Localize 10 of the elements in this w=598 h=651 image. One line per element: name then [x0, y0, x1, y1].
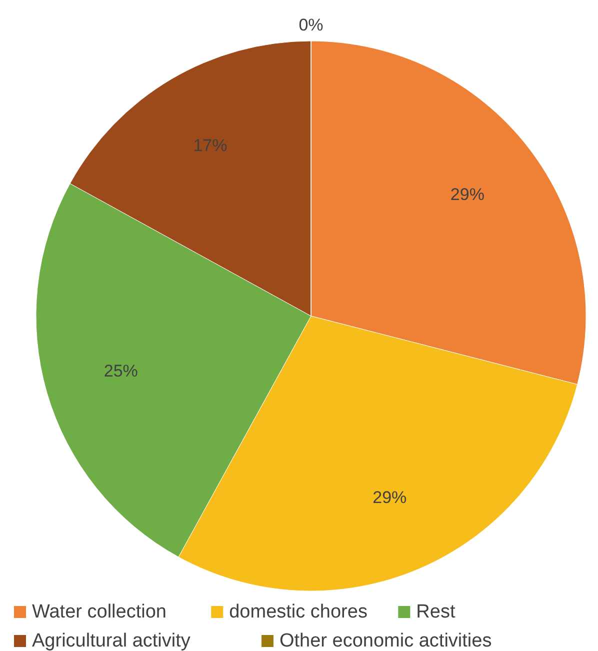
data-label: 17% [193, 136, 228, 156]
legend-label: Rest [416, 602, 456, 622]
data-label: 29% [372, 488, 407, 508]
legend-label: Agricultural activity [32, 630, 191, 651]
legend-label: Water collection [32, 602, 166, 622]
text: 0% [298, 16, 324, 34]
data-label: 25% [104, 362, 138, 381]
legend-label: Other economic activities [279, 630, 492, 651]
legend-label: domestic chores [229, 602, 368, 622]
data-label: 29% [450, 185, 484, 204]
